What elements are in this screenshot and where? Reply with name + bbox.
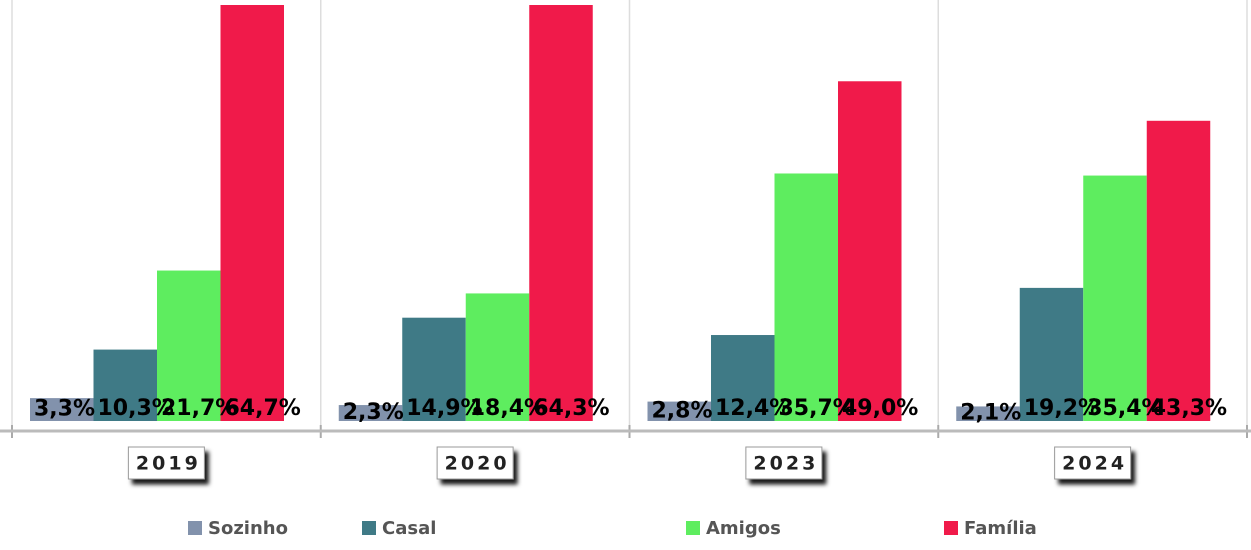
x-tick-label: 2019 bbox=[136, 453, 201, 475]
category-box bbox=[745, 446, 823, 480]
value-label: 43,3% bbox=[1151, 396, 1227, 421]
bar bbox=[1146, 120, 1211, 421]
bar bbox=[220, 5, 284, 422]
bar bbox=[93, 349, 157, 421]
value-label: 12,4% bbox=[715, 396, 791, 421]
bar bbox=[711, 335, 775, 421]
legend-label: Casal bbox=[382, 518, 436, 539]
legend-label: Sozinho bbox=[208, 518, 288, 539]
bars bbox=[30, 5, 1211, 422]
legend-swatch bbox=[686, 521, 700, 535]
legend-label: Amigos bbox=[706, 518, 781, 539]
value-label: 14,9% bbox=[406, 396, 482, 421]
legend-swatch bbox=[188, 521, 202, 535]
category-box bbox=[1054, 446, 1132, 480]
legend-swatch bbox=[944, 521, 958, 535]
value-label: 35,4% bbox=[1087, 396, 1163, 421]
value-label: 2,8% bbox=[652, 398, 713, 423]
bar bbox=[529, 5, 593, 421]
value-label: 10,3% bbox=[98, 396, 174, 421]
bar bbox=[1019, 287, 1084, 421]
bar bbox=[402, 317, 466, 421]
x-tick-label: 2020 bbox=[445, 453, 510, 475]
value-label: 19,2% bbox=[1024, 396, 1100, 421]
value-label: 21,7% bbox=[161, 396, 237, 421]
category-box bbox=[436, 446, 514, 480]
bar bbox=[956, 406, 1020, 421]
value-label: 64,7% bbox=[225, 396, 301, 421]
legend-label: Família bbox=[964, 518, 1037, 539]
value-label: 2,1% bbox=[960, 401, 1021, 426]
category-box bbox=[127, 446, 205, 480]
bar bbox=[647, 401, 711, 421]
bar bbox=[838, 81, 902, 422]
bar bbox=[1083, 175, 1147, 421]
bar bbox=[157, 270, 221, 421]
value-label: 49,0% bbox=[842, 396, 918, 421]
bar bbox=[774, 173, 838, 421]
bar bbox=[338, 405, 403, 421]
value-label: 35,7% bbox=[779, 396, 855, 421]
x-tick-label: 2023 bbox=[753, 453, 818, 475]
bar bbox=[465, 293, 530, 421]
value-label: 3,3% bbox=[34, 397, 95, 422]
x-tick-label: 2024 bbox=[1062, 453, 1127, 475]
value-label: 64,3% bbox=[533, 396, 609, 421]
bar bbox=[30, 398, 94, 421]
value-label: 2,3% bbox=[343, 400, 404, 425]
legend-swatch bbox=[362, 521, 376, 535]
value-label: 18,4% bbox=[470, 396, 546, 421]
